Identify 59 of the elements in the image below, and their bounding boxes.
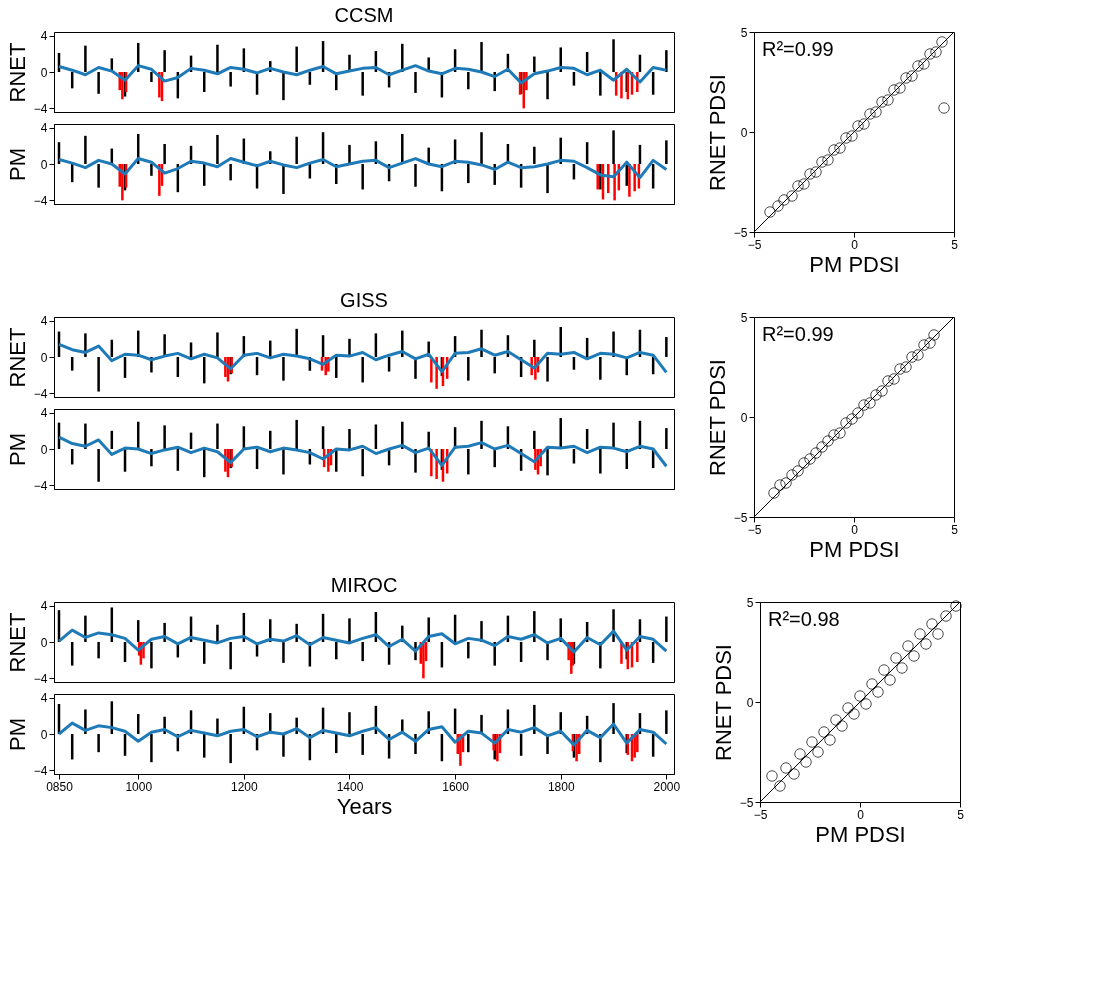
annotation: R²=0.99 [762,323,834,345]
annotation: R²=0.99 [762,38,834,60]
y-axis-title: RNET PDSI [704,359,730,476]
x-tick-label: 1800 [547,779,575,794]
x-tick-label: 0 [857,807,865,822]
y-tick-label: 0 [746,695,754,710]
y-tick-label: 4 [40,599,48,614]
x-axis-title: PM PDSI [809,536,900,562]
y-tick-label: 0 [40,727,48,742]
y-tick-label: 4 [40,691,48,706]
x-tick-label: 1000 [125,779,153,794]
x-tick-label: 2000 [653,779,681,794]
annotation: R²=0.98 [768,608,840,630]
y-axis-title: PM [4,148,30,181]
y-tick-label: 0 [40,635,48,650]
y-tick-label: 0 [740,125,748,140]
x-tick-label: 0850 [46,779,74,794]
y-tick-label: 5 [740,25,748,40]
x-tick-label: 0 [851,522,859,537]
y-tick-label: −5 [733,510,748,525]
y-tick-label: −4 [33,193,48,208]
x-tick-label: 0 [851,237,859,252]
y-axis-title: RNET PDSI [710,644,736,761]
x-tick-label: 1600 [442,779,470,794]
y-tick-label: 0 [40,157,48,172]
x-tick-label: 1200 [231,779,259,794]
y-tick-label: 0 [40,65,48,80]
y-tick-label: −4 [33,478,48,493]
x-axis-title: PM PDSI [815,821,906,847]
y-tick-label: 4 [40,29,48,44]
y-axis-title: PM [4,433,30,466]
y-axis-title: RNET PDSI [704,74,730,191]
y-tick-label: 4 [40,314,48,329]
x-tick-label: 5 [951,522,959,537]
y-axis-title: RNET [4,327,30,388]
y-tick-label: 0 [40,442,48,457]
y-axis-title: RNET [4,612,30,673]
y-tick-label: 0 [740,410,748,425]
chart-title: CCSM [334,3,394,26]
y-tick-label: 5 [740,310,748,325]
y-tick-label: 5 [746,595,754,610]
x-axis-title: Years [336,793,393,819]
y-tick-label: 4 [40,121,48,136]
y-tick-label: −5 [733,225,748,240]
y-tick-label: −5 [739,795,754,810]
chart-title: GISS [340,288,388,311]
y-axis-title: RNET [4,42,30,103]
y-tick-label: −4 [33,101,48,116]
y-tick-label: 0 [40,350,48,365]
y-tick-label: −4 [33,386,48,401]
chart-title: MIROC [330,573,398,596]
x-axis-title: PM PDSI [809,251,900,277]
x-tick-label: 5 [951,237,959,252]
y-axis-title: PM [4,718,30,751]
y-tick-label: −4 [33,671,48,686]
x-tick-label: 5 [957,807,965,822]
y-tick-label: 4 [40,406,48,421]
x-tick-label: 1400 [336,779,364,794]
y-tick-label: −4 [33,763,48,778]
